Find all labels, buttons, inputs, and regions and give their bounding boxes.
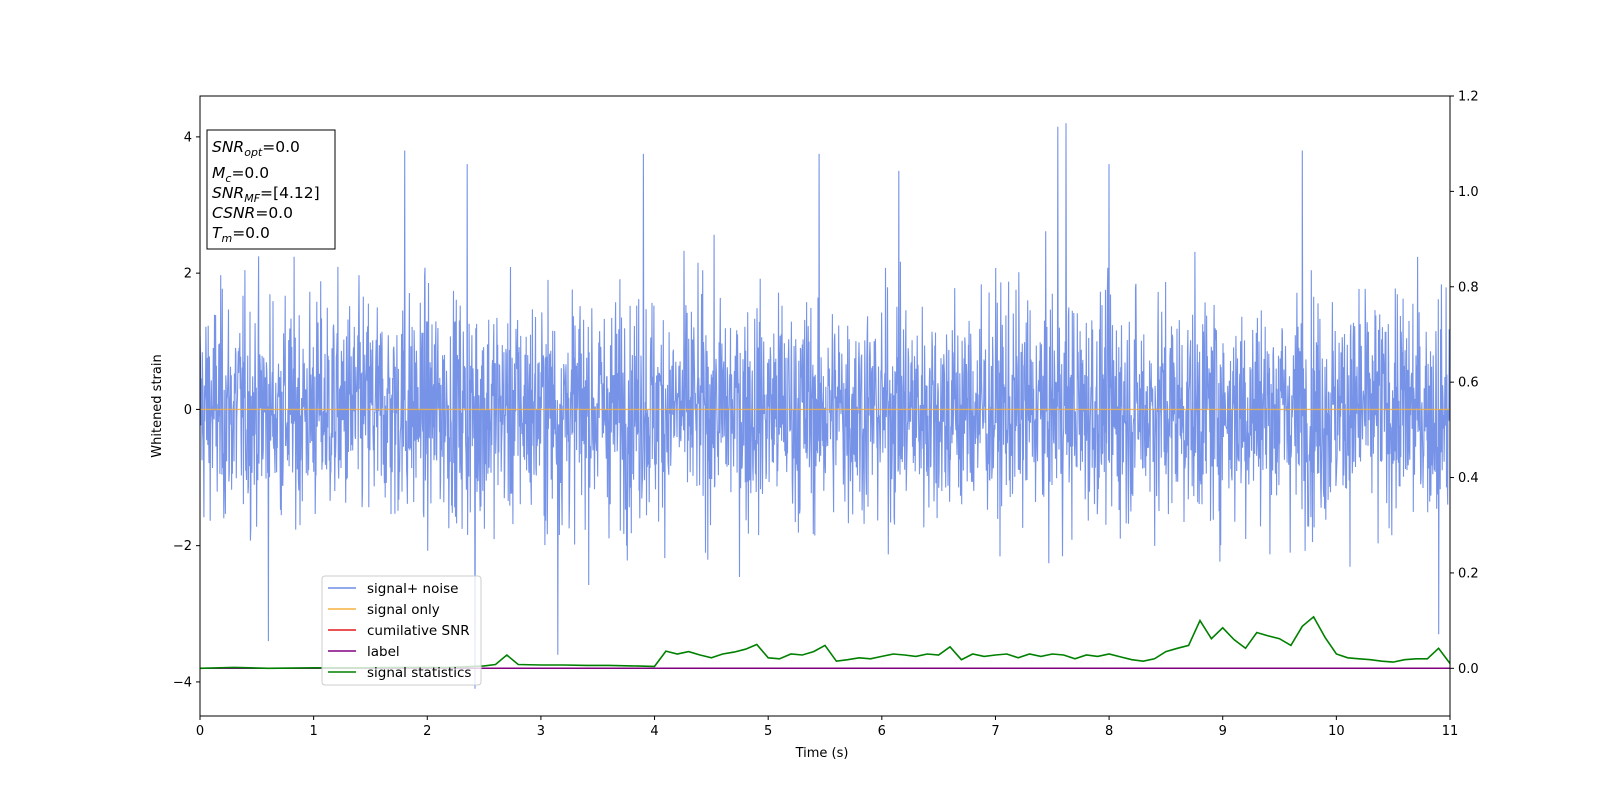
info-csnr-value: =0.0 xyxy=(255,204,293,222)
info-csnr: CSNR=0.0 xyxy=(212,204,293,222)
x-tick-label: 0 xyxy=(196,724,204,739)
legend: signal+ noise signal only cumilative SNR… xyxy=(321,575,482,686)
y-tick-label-right: 1.2 xyxy=(1458,90,1479,105)
legend-frame xyxy=(321,575,482,686)
y-tick-label-right: 0.4 xyxy=(1458,471,1479,486)
x-tick-label: 5 xyxy=(764,724,772,739)
info-snr-mf-value: =[4.12] xyxy=(260,184,320,202)
x-tick-label: 3 xyxy=(537,724,545,739)
info-snr-opt-value: =0.0 xyxy=(262,138,300,156)
info-mc-value: =0.0 xyxy=(231,164,269,182)
x-tick-label: 2 xyxy=(423,724,431,739)
ticks-layer: 0 1 2 3 4 5 6 7 8 9 10 11 −4 −2 0 2 4 0.0 0.2 0.4 0.6 0.8 1.0 1… xyxy=(173,90,1479,740)
legend-label-signal-statistics: signal statistics xyxy=(367,665,471,681)
y-axis-label: Whitened strain xyxy=(150,354,165,457)
info-snr-mf: SNRMF=[4.12] xyxy=(212,184,320,205)
x-tick-label: 1 xyxy=(309,724,317,739)
y-tick-label-right: 1.0 xyxy=(1458,185,1479,200)
x-tick-label: 4 xyxy=(650,724,658,739)
x-tick-label: 8 xyxy=(1105,724,1113,739)
y-tick-label-left: −4 xyxy=(173,675,192,690)
legend-label-cumulative-snr: cumilative SNR xyxy=(367,623,470,639)
x-tick-label: 11 xyxy=(1442,724,1459,739)
info-tm-value: =0.0 xyxy=(232,224,270,242)
y-tick-label-left: 0 xyxy=(184,403,192,418)
y-tick-label-right: 0.2 xyxy=(1458,566,1479,581)
legend-label-signal-only: signal only xyxy=(367,602,440,618)
plot-frame xyxy=(199,95,1451,717)
info-box: SNRopt=0.0 Mc=0.0 SNRMF=[4.12] CSNR=0.0 … xyxy=(206,129,336,250)
x-axis-label: Time (s) xyxy=(795,746,849,761)
info-box-frame xyxy=(206,129,336,250)
legend-label-label: label xyxy=(367,644,400,660)
y-tick-label-right: 0.0 xyxy=(1458,662,1479,677)
y-tick-label-right: 0.6 xyxy=(1458,376,1479,391)
y-tick-label-left: 4 xyxy=(184,130,192,145)
info-tm: Tm=0.0 xyxy=(212,224,270,245)
x-tick-label: 9 xyxy=(1219,724,1227,739)
series-signal-statistics xyxy=(200,615,1450,670)
y-tick-label-left: 2 xyxy=(184,267,192,282)
info-mc: Mc=0.0 xyxy=(212,164,269,185)
x-tick-label: 6 xyxy=(878,724,886,739)
y-tick-label-right: 0.8 xyxy=(1458,280,1479,295)
info-snr-opt: SNRopt=0.0 xyxy=(212,138,300,159)
x-tick-label: 7 xyxy=(991,724,999,739)
legend-label-signal-noise: signal+ noise xyxy=(367,581,458,597)
y-tick-label-left: −2 xyxy=(173,539,192,554)
x-tick-label: 10 xyxy=(1328,724,1345,739)
